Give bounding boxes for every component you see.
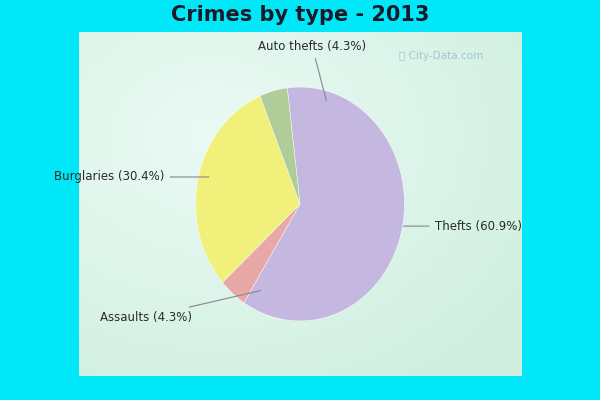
Text: Assaults (4.3%): Assaults (4.3%): [100, 291, 260, 324]
Wedge shape: [260, 88, 300, 204]
Wedge shape: [244, 87, 404, 321]
Text: ⓘ City-Data.com: ⓘ City-Data.com: [400, 51, 484, 61]
Title: Crimes by type - 2013: Crimes by type - 2013: [171, 5, 429, 25]
Text: Thefts (60.9%): Thefts (60.9%): [404, 220, 521, 233]
Wedge shape: [223, 204, 300, 303]
Wedge shape: [196, 96, 300, 282]
Text: Burglaries (30.4%): Burglaries (30.4%): [55, 170, 209, 184]
Text: Auto thefts (4.3%): Auto thefts (4.3%): [258, 40, 367, 100]
